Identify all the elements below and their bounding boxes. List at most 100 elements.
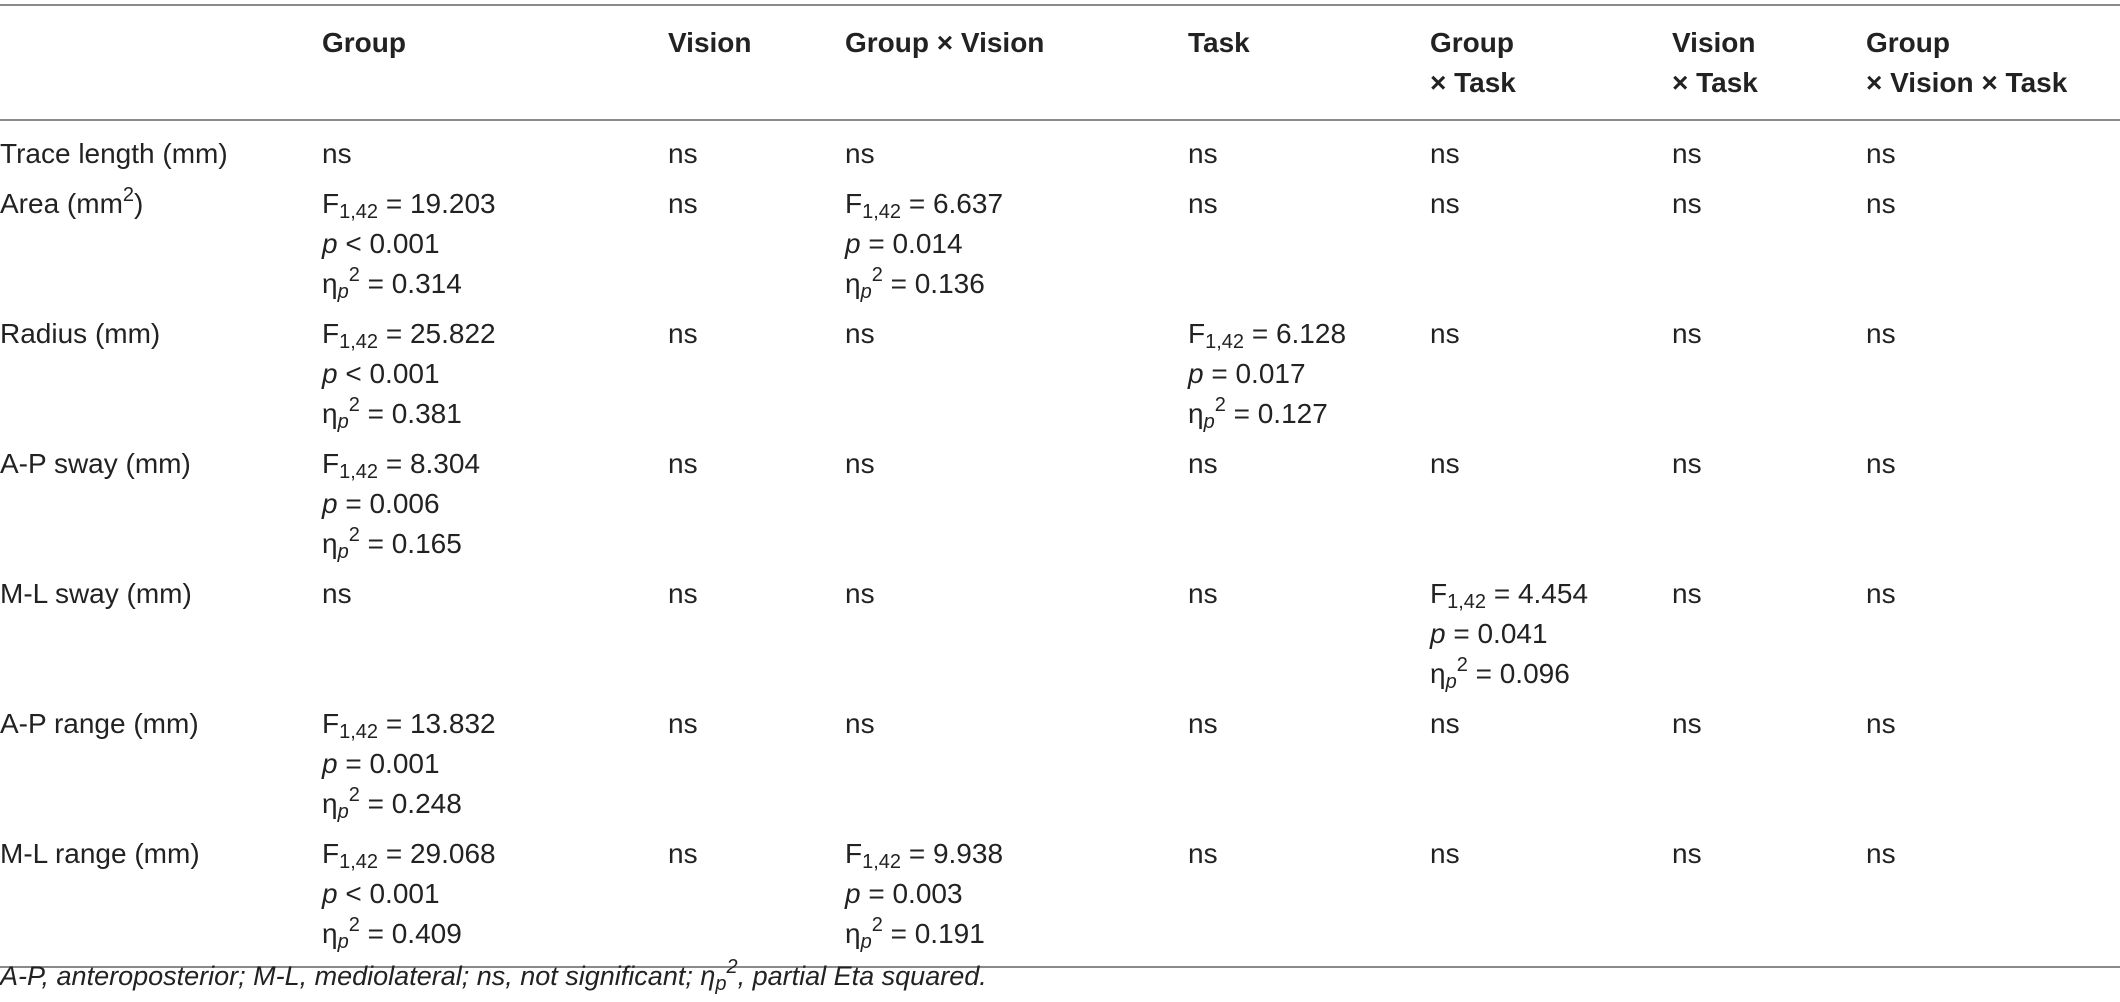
cell-ns: ns xyxy=(668,448,698,479)
p-value: p = 0.003 xyxy=(845,878,963,909)
table-body: Trace length (mm) ns ns ns ns ns ns ns A… xyxy=(0,120,2120,967)
header-group-x-vision: Group × Vision xyxy=(845,27,1045,58)
f-statistic: F1,42 = 19.203 xyxy=(322,188,496,223)
cell-ns: ns xyxy=(1188,138,1218,169)
cell-ns: ns xyxy=(1866,448,1896,479)
table-row-radius: Radius (mm) F1,42 = 25.822 p < 0.001 ηp2… xyxy=(0,310,2120,440)
row-label: Area (mm2) xyxy=(0,184,144,219)
f-statistic: F1,42 = 13.832 xyxy=(322,708,496,743)
row-label: A-P range (mm) xyxy=(0,708,199,739)
table-row-trace-length: Trace length (mm) ns ns ns ns ns ns ns xyxy=(0,120,2120,180)
stat-cell: F1,42 = 4.454 p = 0.041 ηp2 = 0.096 xyxy=(1430,570,1672,700)
cell-ns: ns xyxy=(1430,138,1460,169)
row-label: Trace length (mm) xyxy=(0,138,228,169)
cell-ns: ns xyxy=(1672,188,1702,219)
row-label: A-P sway (mm) xyxy=(0,448,191,479)
cell-ns: ns xyxy=(1672,708,1702,739)
cell-ns: ns xyxy=(668,138,698,169)
p-value: p < 0.001 xyxy=(322,878,440,909)
eta-squared: ηp2 = 0.314 xyxy=(322,264,462,303)
eta-squared: ηp2 = 0.248 xyxy=(322,784,462,823)
cell-ns: ns xyxy=(668,578,698,609)
eta-squared: ηp2 = 0.127 xyxy=(1188,394,1328,433)
header-vision: Vision xyxy=(668,27,752,58)
stat-cell: F1,42 = 25.822 p < 0.001 ηp2 = 0.381 xyxy=(322,310,668,440)
cell-ns: ns xyxy=(1188,578,1218,609)
stat-cell: F1,42 = 29.068 p < 0.001 ηp2 = 0.409 xyxy=(322,830,668,967)
cell-ns: ns xyxy=(845,448,875,479)
stat-cell: F1,42 = 8.304 p = 0.006 ηp2 = 0.165 xyxy=(322,440,668,570)
cell-ns: ns xyxy=(668,188,698,219)
f-statistic: F1,42 = 6.128 xyxy=(1188,318,1347,353)
cell-ns: ns xyxy=(1866,318,1896,349)
stat-cell: F1,42 = 6.128 p = 0.017 ηp2 = 0.127 xyxy=(1188,310,1430,440)
header-group-x-task: Group × Task xyxy=(1430,27,1516,98)
cell-ns: ns xyxy=(322,138,352,169)
eta-squared: ηp2 = 0.409 xyxy=(322,914,462,953)
cell-ns: ns xyxy=(668,318,698,349)
table-row-ap-range: A-P range (mm) F1,42 = 13.832 p = 0.001 … xyxy=(0,700,2120,830)
table-header: Group Vision Group × Vision Task Group ×… xyxy=(0,5,2120,120)
p-value: p = 0.001 xyxy=(322,748,440,779)
f-statistic: F1,42 = 25.822 xyxy=(322,318,496,353)
header-group: Group xyxy=(322,27,406,58)
p-value: p = 0.041 xyxy=(1430,618,1548,649)
cell-ns: ns xyxy=(1866,708,1896,739)
cell-ns: ns xyxy=(845,708,875,739)
table-row-ml-sway: M-L sway (mm) ns ns ns ns F1,42 = 4.454 … xyxy=(0,570,2120,700)
f-statistic: F1,42 = 9.938 xyxy=(845,838,1004,873)
p-value: p = 0.017 xyxy=(1188,358,1306,389)
cell-ns: ns xyxy=(1188,188,1218,219)
cell-ns: ns xyxy=(1188,708,1218,739)
table-row-area: Area (mm2) F1,42 = 19.203 p < 0.001 ηp2 … xyxy=(0,180,2120,310)
cell-ns: ns xyxy=(1430,708,1460,739)
cell-ns: ns xyxy=(1672,448,1702,479)
cell-ns: ns xyxy=(845,318,875,349)
f-statistic: F1,42 = 29.068 xyxy=(322,838,496,873)
row-label: M-L range (mm) xyxy=(0,838,200,869)
cell-ns: ns xyxy=(1672,838,1702,869)
cell-ns: ns xyxy=(1672,318,1702,349)
stat-cell: F1,42 = 6.637 p = 0.014 ηp2 = 0.136 xyxy=(845,180,1188,310)
stat-cell: F1,42 = 9.938 p = 0.003 ηp2 = 0.191 xyxy=(845,830,1188,967)
table-row-ap-sway: A-P sway (mm) F1,42 = 8.304 p = 0.006 ηp… xyxy=(0,440,2120,570)
stat-cell: F1,42 = 19.203 p < 0.001 ηp2 = 0.314 xyxy=(322,180,668,310)
eta-squared: ηp2 = 0.096 xyxy=(1430,654,1570,693)
row-label: M-L sway (mm) xyxy=(0,578,192,609)
cell-ns: ns xyxy=(322,578,352,609)
cell-ns: ns xyxy=(1188,838,1218,869)
eta-squared: ηp2 = 0.165 xyxy=(322,524,462,563)
f-statistic: F1,42 = 8.304 xyxy=(322,448,481,483)
cell-ns: ns xyxy=(1866,578,1896,609)
cell-ns: ns xyxy=(1430,838,1460,869)
f-statistic: F1,42 = 6.637 xyxy=(845,188,1004,223)
cell-ns: ns xyxy=(1672,578,1702,609)
p-value: p = 0.014 xyxy=(845,228,963,259)
p-value: p < 0.001 xyxy=(322,358,440,389)
results-table-container: Group Vision Group × Vision Task Group ×… xyxy=(0,4,2120,968)
header-group-x-vision-x-task: Group × Vision × Task xyxy=(1866,27,2068,98)
table-row-ml-range: M-L range (mm) F1,42 = 29.068 p < 0.001 … xyxy=(0,830,2120,967)
cell-ns: ns xyxy=(1866,138,1896,169)
cell-ns: ns xyxy=(1188,448,1218,479)
cell-ns: ns xyxy=(1866,188,1896,219)
p-value: p = 0.006 xyxy=(322,488,440,519)
eta-squared: ηp2 = 0.381 xyxy=(322,394,462,433)
header-task: Task xyxy=(1188,27,1250,58)
cell-ns: ns xyxy=(1672,138,1702,169)
cell-ns: ns xyxy=(845,138,875,169)
eta-squared: ηp2 = 0.191 xyxy=(845,914,985,953)
row-label: Radius (mm) xyxy=(0,318,161,349)
cell-ns: ns xyxy=(668,708,698,739)
cell-ns: ns xyxy=(845,578,875,609)
cell-ns: ns xyxy=(1866,838,1896,869)
header-row: Group Vision Group × Vision Task Group ×… xyxy=(0,5,2120,120)
cell-ns: ns xyxy=(668,838,698,869)
header-row-label xyxy=(0,5,322,120)
f-statistic: F1,42 = 4.454 xyxy=(1430,578,1589,613)
cell-ns: ns xyxy=(1430,188,1460,219)
p-value: p < 0.001 xyxy=(322,228,440,259)
cell-ns: ns xyxy=(1430,318,1460,349)
cell-ns: ns xyxy=(1430,448,1460,479)
eta-squared: ηp2 = 0.136 xyxy=(845,264,985,303)
